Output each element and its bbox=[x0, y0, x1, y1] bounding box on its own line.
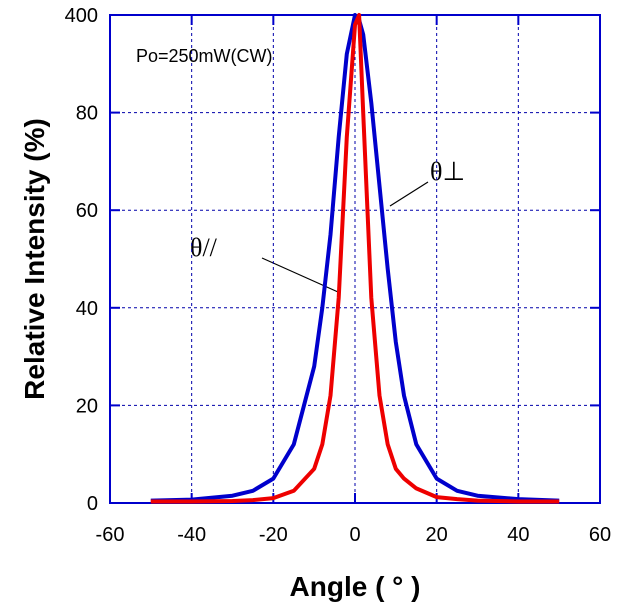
x-tick-label: 60 bbox=[589, 524, 611, 546]
x-tick-label: 0 bbox=[349, 524, 360, 546]
x-axis-title: Angle ( ° ) bbox=[290, 571, 421, 602]
series-label: θ⊥ bbox=[430, 157, 465, 186]
y-tick-label: 0 bbox=[87, 493, 98, 515]
annotation: Po=250mW(CW) bbox=[136, 46, 273, 66]
y-tick-label: 60 bbox=[76, 200, 98, 222]
y-tick-label: 80 bbox=[76, 103, 98, 125]
y-tick-label: 400 bbox=[65, 5, 98, 27]
x-tick-label: 40 bbox=[507, 524, 529, 546]
x-tick-label: -60 bbox=[96, 524, 125, 546]
x-tick-label: 20 bbox=[426, 524, 448, 546]
series-label: θ// bbox=[190, 233, 218, 262]
x-tick-label: -20 bbox=[259, 524, 288, 546]
y-axis-title: Relative Intensity (%) bbox=[19, 118, 50, 400]
leader-line bbox=[389, 181, 429, 207]
series-line bbox=[150, 13, 560, 504]
y-tick-label: 20 bbox=[76, 395, 98, 417]
y-tick-label: 40 bbox=[76, 298, 98, 320]
x-tick-label: -40 bbox=[177, 524, 206, 546]
